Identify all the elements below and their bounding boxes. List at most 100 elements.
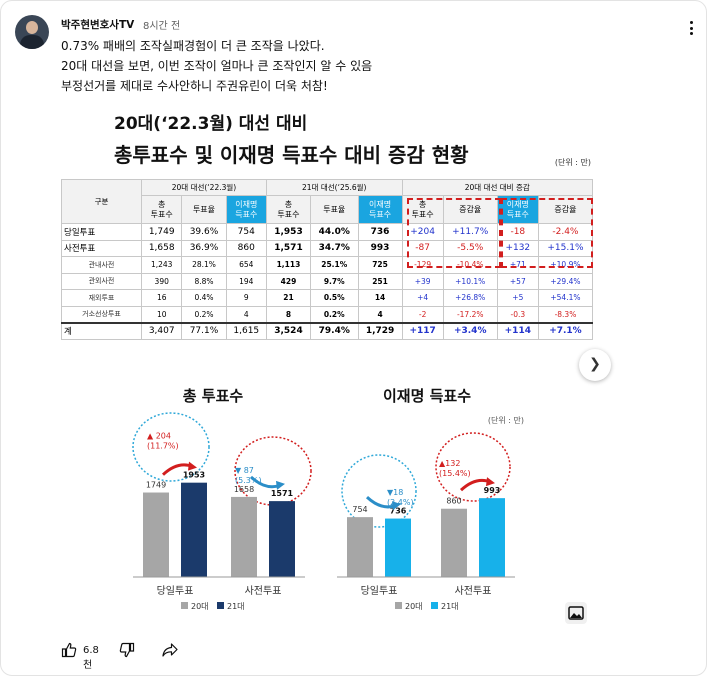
table-cell: +26.8% bbox=[442, 289, 498, 307]
data-label: 860 bbox=[446, 497, 461, 506]
column-header: 총 투표수 bbox=[265, 195, 311, 224]
arrow-head bbox=[188, 461, 197, 471]
table-cell: +114 bbox=[496, 321, 539, 340]
table-cell: 9 bbox=[225, 289, 267, 307]
table-unit: (단위 : 만) bbox=[554, 158, 591, 167]
change-annotation: ▲ 204 bbox=[147, 432, 171, 441]
post-line: 20대 대선을 보면, 이번 조작이 얼마나 큰 조작인지 알 수 있음 bbox=[61, 59, 373, 73]
change-annotation: (15.4%) bbox=[439, 469, 471, 478]
stats-table-image[interactable]: 20대(‘22.3월) 대선 대비 총투표수 및 이재명 득표수 대비 증감 현… bbox=[61, 97, 599, 357]
legend-swatch bbox=[181, 602, 188, 609]
table-cell: +4 bbox=[401, 289, 444, 307]
data-label: 1571 bbox=[271, 489, 294, 498]
table-row: 계 3,407 77.1% 1,615 3,524 79.4% 1,729 +117 +3.4%… bbox=[61, 321, 594, 340]
data-label: 1749 bbox=[146, 481, 166, 490]
table-row: 관내사전 1,243 28.1% 654 1,113 25.1% 725 -129 -10.4%… bbox=[61, 256, 594, 274]
table-cell: 860 bbox=[225, 239, 267, 257]
table-cell: 725 bbox=[357, 256, 403, 274]
table-cell: -17.2% bbox=[442, 305, 498, 323]
table-cell: 993 bbox=[357, 239, 403, 257]
column-header: 투표율 bbox=[181, 195, 227, 224]
table-cell: +117 bbox=[401, 321, 444, 340]
row-label: 거소선상투표 bbox=[61, 305, 142, 323]
table-cell: 34.7% bbox=[309, 239, 359, 257]
table-cell: +57 bbox=[496, 272, 539, 290]
table-row: 사전투표 1,658 36.9% 860 1,571 34.7% 993 -87 -5.5% +1… bbox=[61, 239, 594, 257]
category-label: 사전투표 bbox=[245, 585, 282, 597]
table-cell: -2 bbox=[401, 305, 444, 323]
table-cell: 10 bbox=[140, 305, 183, 323]
change-annotation: (2.4%) bbox=[387, 498, 414, 507]
table-cell: +39 bbox=[401, 272, 444, 290]
table-cell: 8 bbox=[265, 305, 311, 323]
thumb-down-icon[interactable] bbox=[119, 642, 135, 658]
table-row: 관외사전 390 8.8% 194 429 9.7% 251 +39 +10.1% +57 +29.… bbox=[61, 272, 594, 290]
bar-20 bbox=[441, 508, 467, 577]
next-image-button[interactable]: ❯ bbox=[579, 349, 611, 381]
table-cell: 79.4% bbox=[309, 321, 359, 340]
table-title-big: 총투표수 및 이재명 득표수 대비 증감 현황 bbox=[114, 143, 469, 167]
header-category: 구분 bbox=[61, 179, 142, 224]
table-cell: 251 bbox=[357, 272, 403, 290]
row-label: 사전투표 bbox=[61, 239, 142, 257]
table-cell: 28.1% bbox=[181, 256, 227, 274]
channel-avatar[interactable] bbox=[15, 15, 49, 49]
table-cell: +132 bbox=[496, 239, 539, 257]
column-header: 이재명 득표수 bbox=[357, 195, 403, 224]
table-cell: 1,113 bbox=[265, 256, 311, 274]
chart-unit: (단위 : 만) bbox=[488, 415, 524, 425]
bar-21 bbox=[181, 482, 207, 577]
legend-swatch bbox=[217, 602, 224, 609]
bar-20 bbox=[143, 492, 169, 577]
chevron-right-icon: ❯ bbox=[589, 356, 601, 372]
table-cell: 194 bbox=[225, 272, 267, 290]
thumb-up-icon[interactable] bbox=[61, 642, 77, 658]
row-label: 당일투표 bbox=[61, 223, 142, 241]
row-label: 관외사전 bbox=[61, 272, 142, 290]
table-cell: -129 bbox=[401, 256, 444, 274]
table-cell: -5.5% bbox=[442, 239, 498, 257]
post-time[interactable]: 8시간 전 bbox=[143, 21, 181, 32]
change-annotation: (11.7%) bbox=[147, 442, 179, 451]
table-cell: 77.1% bbox=[181, 321, 227, 340]
bar-20 bbox=[347, 517, 373, 577]
table-cell: 3,407 bbox=[140, 321, 183, 340]
category-label: 사전투표 bbox=[455, 585, 492, 597]
data-label: 736 bbox=[390, 507, 407, 516]
column-header: 투표율 bbox=[309, 195, 359, 224]
row-label: 관내사전 bbox=[61, 256, 142, 274]
more-vert-icon[interactable] bbox=[690, 21, 694, 35]
table-cell: -18 bbox=[496, 223, 539, 241]
column-header: 총 투표수 bbox=[140, 195, 183, 224]
bar-charts-image[interactable]: 총 투표수 1749 1953 당일투표 ▲ 204 (11.7%) 1658 1571 사전투… bbox=[121, 381, 541, 621]
table-cell: 1,749 bbox=[140, 223, 183, 241]
table-cell: +10.9% bbox=[537, 256, 594, 274]
table-cell: +10.1% bbox=[442, 272, 498, 290]
change-annotation: ▼18 bbox=[387, 488, 403, 497]
data-label: 1953 bbox=[183, 471, 205, 480]
image-icon[interactable] bbox=[565, 602, 587, 624]
table-cell: 16 bbox=[140, 289, 183, 307]
post-text: 0.73% 패배의 조작실패경험이 더 큰 조작을 나았다. 20대 대선을 보… bbox=[61, 36, 372, 96]
bar-20 bbox=[231, 496, 257, 577]
category-label: 당일투표 bbox=[361, 585, 398, 597]
table-cell: 736 bbox=[357, 223, 403, 241]
column-header: 총 투표수 bbox=[401, 195, 444, 224]
table-cell: 9.7% bbox=[309, 272, 359, 290]
chart-title: 총 투표수 bbox=[183, 387, 244, 405]
table-cell: +54.1% bbox=[537, 289, 594, 307]
bar-charts: 총 투표수 1749 1953 당일투표 ▲ 204(11.7%) 1658 1571 사전투… bbox=[132, 387, 524, 611]
highlight-circle bbox=[341, 454, 417, 528]
header-group: 20대 대선(‘22.3월) bbox=[141, 179, 267, 196]
table-cell: -10.4% bbox=[442, 256, 498, 274]
table-cell: 429 bbox=[265, 272, 311, 290]
share-icon[interactable] bbox=[161, 642, 179, 658]
arrow-head bbox=[276, 480, 285, 490]
table-cell: 390 bbox=[140, 272, 183, 290]
channel-name[interactable]: 박주현변호사TV bbox=[61, 19, 135, 31]
table-row: 거소선상투표 10 0.2% 4 8 0.2% 4 -2 -17.2% -0.3 -8.3% bbox=[61, 305, 594, 323]
table-cell: 4 bbox=[357, 305, 403, 323]
table-cell: 654 bbox=[225, 256, 267, 274]
table-cell: 1,729 bbox=[357, 321, 403, 340]
table-cell: 25.1% bbox=[309, 256, 359, 274]
